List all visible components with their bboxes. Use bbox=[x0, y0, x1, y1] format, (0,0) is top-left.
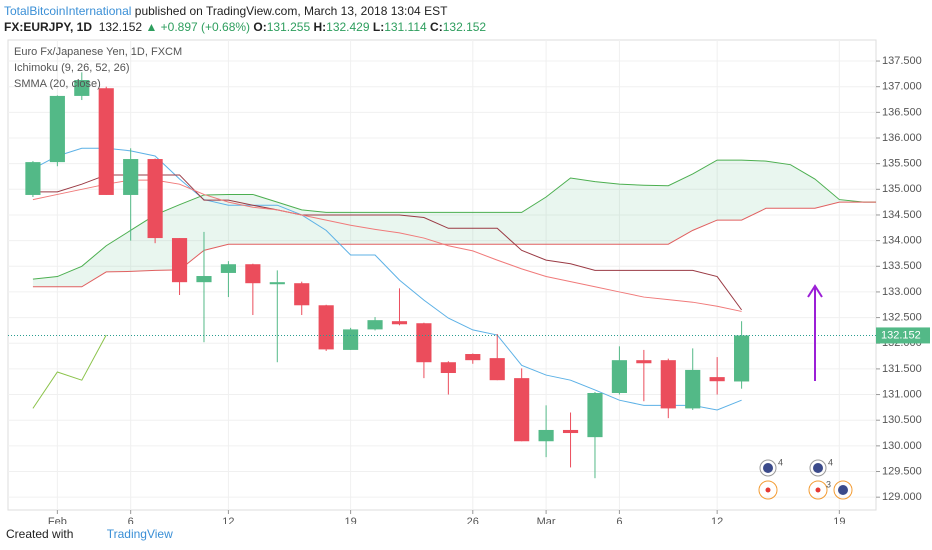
candle-body bbox=[294, 283, 310, 306]
candle-body bbox=[318, 305, 334, 350]
candle-body bbox=[685, 369, 701, 409]
y-tick-label: 133.000 bbox=[882, 286, 922, 298]
y-tick-label: 137.000 bbox=[882, 81, 922, 93]
y-tick-label: 129.500 bbox=[882, 465, 922, 477]
y-tick-label: 129.000 bbox=[882, 491, 922, 503]
candle-body bbox=[49, 95, 65, 163]
candle-body bbox=[489, 358, 505, 381]
candle-body bbox=[416, 323, 432, 363]
x-tick-label: 12 bbox=[711, 516, 723, 524]
candle-body bbox=[171, 238, 188, 283]
y-tick-label: 134.500 bbox=[882, 209, 922, 221]
cloud-fill bbox=[32, 160, 876, 287]
c-value: 132.152 bbox=[442, 20, 487, 34]
candle-body bbox=[123, 159, 139, 195]
y-tick-label: 136.000 bbox=[882, 132, 922, 144]
candle-body bbox=[587, 393, 603, 438]
header-line-2: FX:EURJPY, 1D 132.152 ▲ +0.897 (+0.68%) … bbox=[4, 19, 486, 35]
legend-ichimoku: Ichimoku (9, 26, 52, 26) bbox=[14, 62, 130, 74]
legend-symbol: Euro Fx/Japanese Yen, 1D, FXCM bbox=[14, 46, 182, 58]
y-tick-label: 137.500 bbox=[882, 55, 922, 67]
y-tick-label: 130.000 bbox=[882, 440, 922, 452]
candle-body bbox=[465, 354, 481, 361]
y-tick-label: 132.500 bbox=[882, 311, 922, 323]
x-tick-label: 6 bbox=[616, 516, 622, 524]
candle-body bbox=[245, 264, 261, 284]
candle-body bbox=[734, 335, 750, 382]
x-tick-label: 26 bbox=[467, 516, 479, 524]
svg-text:4: 4 bbox=[828, 457, 833, 467]
legend-smma: SMMA (20, close) bbox=[14, 78, 101, 90]
price-label-box bbox=[876, 327, 930, 344]
last: 132.152 bbox=[98, 20, 143, 34]
x-tick-label: Feb bbox=[48, 516, 67, 524]
change: ▲ +0.897 (+0.68%) bbox=[145, 20, 251, 34]
o-label: O: bbox=[253, 20, 267, 34]
candle-body bbox=[196, 276, 212, 283]
h-value: 132.429 bbox=[326, 20, 370, 34]
header-line-1: TotalBitcoinInternational published on T… bbox=[4, 3, 486, 19]
candle-body bbox=[25, 162, 41, 195]
grid bbox=[8, 40, 876, 510]
l-label: L: bbox=[372, 20, 385, 34]
x-tick-label: Mar bbox=[537, 516, 556, 524]
footer: Created with TradingView bbox=[6, 527, 173, 541]
candle-body bbox=[611, 360, 627, 394]
candle-body bbox=[220, 264, 236, 273]
candle-body bbox=[367, 320, 383, 330]
senkou-a bbox=[32, 159, 876, 280]
candle-body bbox=[562, 429, 579, 434]
symbol: FX:EURJPY, 1D bbox=[4, 20, 93, 34]
candle-body bbox=[74, 80, 90, 96]
y-tick-label: 131.500 bbox=[882, 363, 922, 375]
x-tick-label: 19 bbox=[344, 516, 356, 524]
plot bbox=[8, 72, 876, 479]
y-tick-label: 134.000 bbox=[882, 235, 922, 247]
chart: 129.000 129.500 130.000 130.500 131.000 131.5… bbox=[7, 39, 930, 524]
candle-body bbox=[343, 329, 359, 350]
candle-body bbox=[269, 282, 285, 285]
y-tick-label: 135.500 bbox=[882, 158, 922, 170]
y-tick-label: 136.500 bbox=[882, 106, 922, 118]
l-value: 131.114 bbox=[384, 20, 427, 34]
candle-body bbox=[538, 429, 554, 442]
y-tick-label: 135.000 bbox=[882, 183, 922, 195]
indicator-line bbox=[32, 334, 107, 409]
candle-body bbox=[391, 321, 408, 325]
plot-frame bbox=[7, 39, 877, 511]
x-tick-label: 19 bbox=[833, 516, 845, 524]
candle-body bbox=[147, 159, 163, 239]
price-label: 132.152 bbox=[881, 329, 921, 341]
x-tick-label: 12 bbox=[222, 516, 234, 524]
header: TotalBitcoinInternational published on T… bbox=[4, 3, 486, 35]
y-tick-label: 133.500 bbox=[882, 260, 922, 272]
event-icons: 4 4 3 bbox=[758, 457, 853, 500]
candle-body bbox=[660, 360, 676, 409]
brand[interactable]: TradingView bbox=[106, 527, 173, 541]
c-label: C: bbox=[430, 20, 443, 34]
indicator-line bbox=[32, 147, 742, 411]
candle-body bbox=[440, 362, 456, 374]
o-value: 131.255 bbox=[266, 20, 311, 34]
svg-text:4: 4 bbox=[778, 457, 783, 467]
candle-body bbox=[514, 378, 530, 442]
h-label: H: bbox=[313, 20, 327, 34]
x-tick-label: 6 bbox=[128, 516, 134, 524]
published: published on TradingView.com, March 13, … bbox=[134, 4, 448, 18]
candle-body bbox=[98, 88, 114, 195]
y-tick-label: 131.000 bbox=[882, 388, 922, 400]
y-tick-label: 130.500 bbox=[882, 414, 922, 426]
candle-body bbox=[636, 360, 652, 364]
arrow bbox=[807, 284, 823, 381]
candle-body bbox=[709, 377, 725, 382]
author[interactable]: TotalBitcoinInternational bbox=[4, 4, 132, 18]
created-with: Created with bbox=[6, 527, 74, 541]
axes: 129.000 129.500 130.000 130.500 131.000 131.5… bbox=[48, 55, 930, 524]
svg-text:3: 3 bbox=[826, 479, 831, 489]
